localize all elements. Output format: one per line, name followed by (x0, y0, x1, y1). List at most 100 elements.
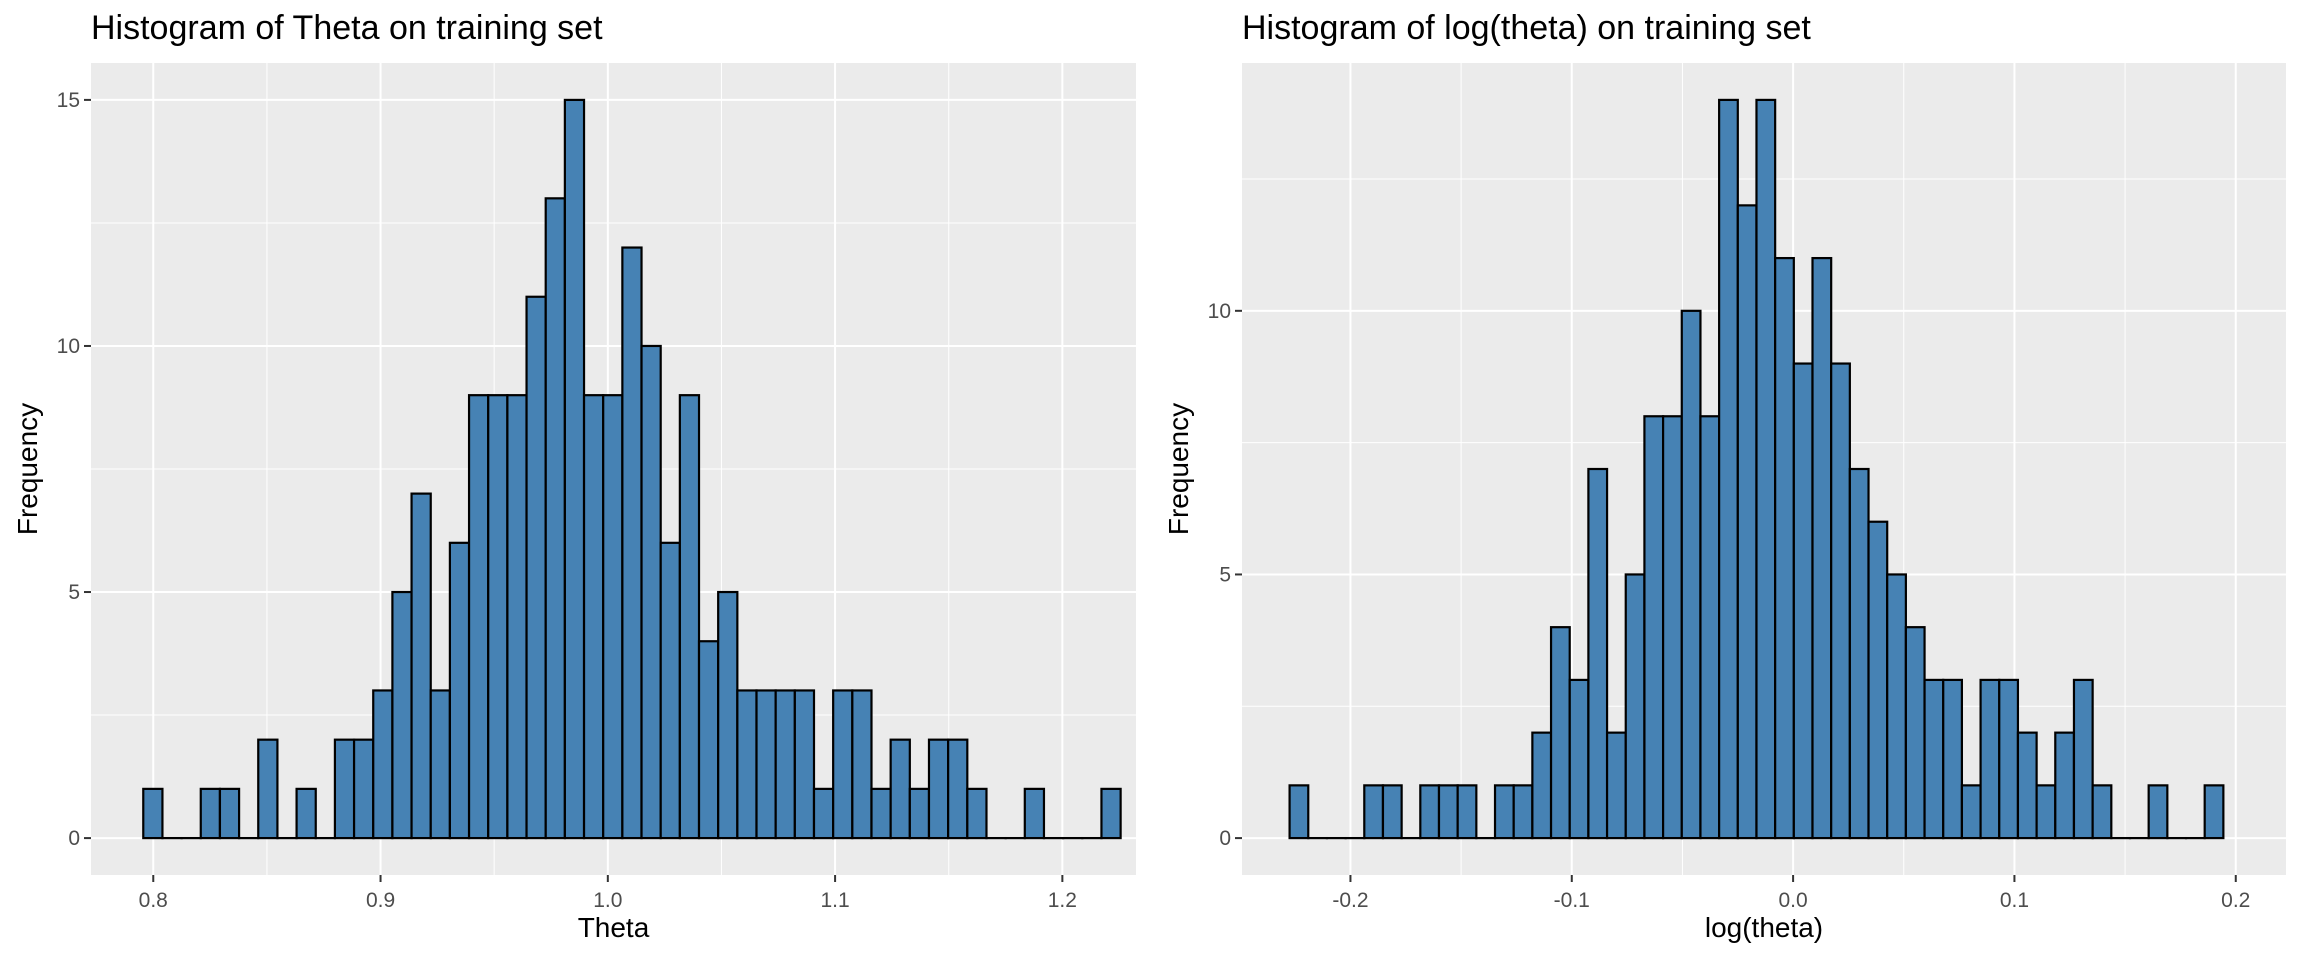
histogram-bar (431, 690, 450, 838)
histogram-bar (1420, 785, 1439, 838)
histogram-bar (507, 395, 526, 838)
y-tick-label: 0 (68, 827, 80, 850)
histogram-bar (412, 494, 431, 838)
histogram-bar (2055, 733, 2074, 838)
x-tick-label: -0.1 (1554, 889, 1590, 912)
histogram-bar (1551, 627, 1570, 838)
chart-title: Histogram of log(theta) on training set (1242, 9, 1811, 47)
histogram-bar (737, 690, 756, 838)
histogram-bar (354, 740, 373, 838)
histogram-bar (1532, 733, 1551, 838)
histogram-bar (335, 740, 354, 838)
histogram-bar (1495, 785, 1514, 838)
x-tick-label: 0.0 (1779, 889, 1808, 912)
y-tick-label: 10 (1208, 300, 1231, 323)
histogram-bar (967, 789, 986, 838)
histogram-bar (392, 592, 411, 838)
histogram-bar (1925, 680, 1944, 838)
x-tick-label: 1.0 (593, 889, 622, 912)
histogram-bar (1644, 416, 1663, 838)
histogram-bar (1719, 100, 1738, 838)
histogram-bar (1682, 311, 1701, 838)
histogram-bar (1290, 785, 1309, 838)
histogram-bar (1869, 522, 1888, 838)
histogram-bar (718, 592, 737, 838)
histogram-bar (929, 740, 948, 838)
histogram-bar (1514, 785, 1533, 838)
histogram-bar (488, 395, 507, 838)
histogram-bar (699, 641, 718, 838)
histogram-bar (1607, 733, 1626, 838)
histogram-bar (258, 740, 277, 838)
histogram-bar (1756, 100, 1775, 838)
histogram-bar (1813, 258, 1832, 838)
histogram-bar (622, 248, 641, 839)
histogram-bar (1364, 785, 1383, 838)
histogram-bar (565, 100, 584, 838)
histogram-bar (1943, 680, 1962, 838)
histogram-bar (661, 543, 680, 838)
histogram-bar (948, 740, 967, 838)
histogram-bar (584, 395, 603, 838)
histogram-bar (1570, 680, 1589, 838)
histogram-bar (546, 198, 565, 838)
x-tick-label: 0.9 (366, 889, 395, 912)
x-tick-label: -0.2 (1332, 889, 1368, 912)
histogram-bar (757, 690, 776, 838)
histogram-bar (814, 789, 833, 838)
histogram-bar (373, 690, 392, 838)
histogram-bar (2074, 680, 2093, 838)
histogram-bar (469, 395, 488, 838)
histogram-bar (795, 690, 814, 838)
histogram-bar (450, 543, 469, 838)
y-axis-title: Frequency (12, 403, 43, 535)
chart-title: Histogram of Theta on training set (91, 9, 603, 47)
y-tick-label: 0 (1219, 827, 1231, 850)
histogram-bar (2093, 785, 2112, 838)
x-axis-title: Theta (578, 912, 650, 943)
x-tick-label: 1.1 (820, 889, 849, 912)
histogram-bar (1439, 785, 1458, 838)
histogram-bar (1588, 469, 1607, 838)
histogram-bar (1999, 680, 2018, 838)
chart-theta-histogram: Histogram of Theta on training set 0 5 10 15… (12, 9, 1136, 943)
histogram-bar (1663, 416, 1682, 838)
histogram-bar (1850, 469, 1869, 838)
chart-log-theta-histogram: Histogram of log(theta) on training set 0… (1163, 9, 2286, 943)
histogram-bar (871, 789, 890, 838)
histogram-bar (642, 346, 661, 838)
histogram-bar (2149, 785, 2168, 838)
histogram-bar (527, 297, 546, 838)
histogram-bar (2018, 733, 2037, 838)
x-tick-label: 1.2 (1048, 889, 1077, 912)
histogram-bar (297, 789, 316, 838)
x-tick-label: 0.8 (139, 889, 168, 912)
histogram-bar (143, 789, 162, 838)
histogram-bar (1775, 258, 1794, 838)
histogram-bar (1025, 789, 1044, 838)
y-tick-label: 15 (57, 89, 80, 112)
y-tick-label: 5 (68, 581, 80, 604)
histogram-bar (2205, 785, 2224, 838)
histogram-bar (852, 690, 871, 838)
histogram-bar (1626, 574, 1645, 838)
histogram-bar (1794, 364, 1813, 839)
y-tick-label: 5 (1219, 563, 1231, 586)
y-tick-label: 10 (57, 335, 80, 358)
histogram-bar (1962, 785, 1981, 838)
histogram-bar (1831, 364, 1850, 839)
histogram-bar (1887, 574, 1906, 838)
histogram-bar (220, 789, 239, 838)
x-axis-title: log(theta) (1705, 912, 1823, 943)
histogram-bar (1458, 785, 1477, 838)
histogram-bar (776, 690, 795, 838)
x-tick-label: 0.1 (2000, 889, 2029, 912)
histogram-bar (910, 789, 929, 838)
histogram-bar (1101, 789, 1120, 838)
histogram-bar (1906, 627, 1925, 838)
histogram-bar (1738, 205, 1757, 838)
histogram-bar (1700, 416, 1719, 838)
histogram-bar (1981, 680, 2000, 838)
